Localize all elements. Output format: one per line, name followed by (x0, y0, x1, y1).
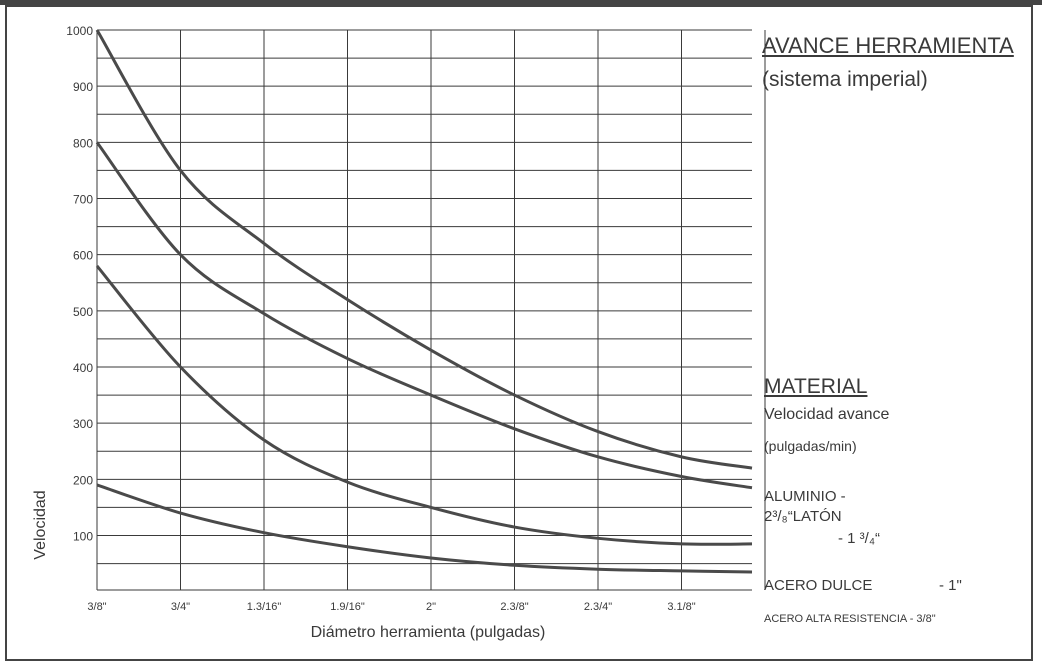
y-axis-label: Velocidad (32, 490, 49, 559)
legend-entry-aluminio: ALUMINIO - (764, 488, 846, 505)
y-tick-label: 100 (73, 530, 93, 544)
chart-subtitle: (sistema imperial) (762, 68, 928, 91)
legend-heading: MATERIAL (764, 375, 868, 398)
x-axis-label: Diámetro herramienta (pulgadas) (311, 624, 546, 641)
legend-entry-acero-dulce-size: - 1" (939, 577, 962, 594)
series-line-1 (95, 29, 753, 470)
series-line-2 (95, 141, 753, 490)
grid (96, 29, 766, 591)
chart-title: AVANCE HERRAMIENTA (762, 33, 1014, 58)
legend-entry-acero-alta: ACERO ALTA RESISTENCIA - 3/8" (764, 613, 936, 625)
legend-subtitle: Velocidad avance (764, 406, 890, 423)
x-tick-label: 2.3/4" (584, 601, 612, 613)
y-tick-label: 700 (73, 193, 93, 207)
y-tick-label: 400 (73, 361, 93, 375)
x-tick-label: 1.3/16" (247, 601, 282, 613)
series-line-3 (95, 264, 753, 546)
y-tick-label: 200 (73, 473, 93, 487)
legend-entry-laton: 2³/₈“LATÓN (764, 508, 842, 525)
y-tick-label: 600 (73, 249, 93, 263)
y-tick-label: 900 (73, 80, 93, 94)
x-tick-label: 3.1/8" (667, 601, 695, 613)
x-tick-label: 3/8" (87, 601, 106, 613)
y-tick-label: 1000 (66, 24, 93, 38)
y-tick-label: 800 (73, 136, 93, 150)
y-tick-labels: 1000 900 800 700 600 500 400 300 200 100 (66, 24, 93, 544)
legend-units: (pulgadas/min) (764, 438, 857, 454)
series-lines (95, 29, 753, 574)
y-tick-label: 300 (73, 417, 93, 431)
x-tick-label: 1.9/16" (330, 601, 365, 613)
legend-entry-acero-dulce: ACERO DULCE (764, 577, 873, 594)
x-tick-label: 2" (426, 601, 436, 613)
chart-frame (5, 5, 1033, 661)
x-tick-label: 3/4" (171, 601, 190, 613)
legend-entry-laton-size: - 1 ³/₄“ (838, 530, 880, 547)
y-tick-label: 500 (73, 305, 93, 319)
top-border (0, 0, 1042, 5)
x-tick-labels: 3/8" 3/4" 1.3/16" 1.9/16" 2" 2.3/8" 2.3/4" 3.1/… (87, 601, 695, 613)
x-tick-label: 2.3/8" (500, 601, 528, 613)
series-line-4 (96, 483, 753, 574)
